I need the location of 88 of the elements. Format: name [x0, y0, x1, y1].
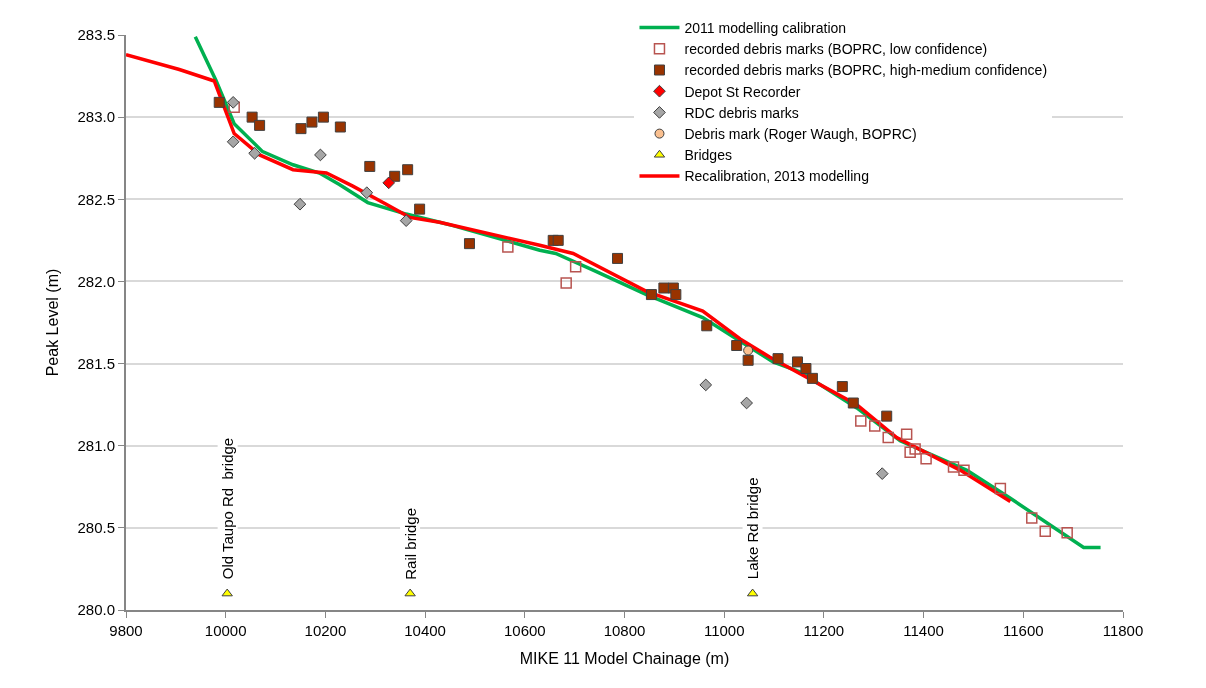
- point: [404, 588, 416, 597]
- point: [670, 289, 682, 301]
- point: [364, 160, 376, 172]
- point: [920, 453, 932, 465]
- point: [658, 282, 670, 294]
- point: [909, 443, 921, 455]
- point: [791, 356, 803, 368]
- point: [900, 428, 913, 440]
- legend-label: Bridges: [684, 147, 732, 164]
- point: [414, 203, 426, 215]
- point: [994, 482, 1007, 495]
- y-tick-label: 282.0: [77, 272, 115, 290]
- point: [1026, 512, 1038, 524]
- point: [502, 241, 514, 253]
- legend-label: 2011 modelling calibration: [684, 20, 847, 37]
- annotation: Old Taupo Rd bridge: [219, 437, 237, 580]
- x-tick-label: 10400: [404, 622, 446, 639]
- x-axis-title: MIKE 11 Model Chainage (m): [519, 650, 730, 668]
- x-tick-label: 10800: [603, 622, 646, 639]
- point: [360, 186, 374, 200]
- point: [882, 431, 894, 444]
- point: [1039, 525, 1051, 537]
- y-tick-label: 283.0: [77, 108, 115, 126]
- y-tick-label: 282.5: [77, 190, 115, 208]
- legend-label: recorded debris marks (BOPRC, low confidence): [684, 41, 988, 58]
- point: [800, 363, 812, 374]
- point: [226, 135, 240, 149]
- y-axis-title: Peak Level (m): [43, 268, 61, 377]
- point: [740, 396, 753, 410]
- legend-label: recorded debris marks (BOPRC, high-medium confidence): [684, 62, 1048, 79]
- point: [402, 164, 414, 176]
- point: [743, 345, 754, 356]
- x-tick-label: 9800: [109, 622, 143, 639]
- point: [399, 214, 413, 227]
- point: [947, 461, 960, 473]
- point: [881, 410, 893, 422]
- point: [463, 238, 475, 250]
- legend-label: Recalibration, 2013 modelling: [684, 168, 869, 185]
- point: [254, 119, 266, 131]
- point: [552, 234, 564, 246]
- point: [855, 415, 867, 427]
- point: [295, 123, 307, 135]
- x-tick-label: 10600: [503, 622, 546, 639]
- point: [317, 111, 329, 123]
- point: [847, 397, 859, 409]
- point: [958, 464, 970, 477]
- legend-label: RDC debris marks: [684, 104, 799, 121]
- point: [226, 96, 240, 109]
- point: [306, 116, 318, 128]
- point: [569, 260, 582, 273]
- annotation: Rail bridge: [401, 507, 419, 580]
- point: [904, 446, 916, 459]
- point: [836, 381, 848, 393]
- point: [293, 197, 307, 211]
- point: [1061, 527, 1073, 539]
- point: [213, 96, 225, 108]
- y-tick-label: 280.0: [77, 601, 115, 619]
- legend-label: Debris mark (Roger Waugh, BOPRC): [684, 126, 917, 143]
- x-tick-label: 11400: [903, 622, 944, 639]
- annotation: Lake Rd bridge: [744, 477, 762, 580]
- x-tick-label: 11600: [1003, 622, 1044, 639]
- point: [742, 354, 754, 366]
- point: [806, 372, 818, 384]
- x-tick-label: 11000: [703, 622, 745, 639]
- y-tick-label: 283.5: [77, 26, 115, 44]
- point: [382, 176, 396, 190]
- x-tick-label: 10000: [204, 622, 247, 639]
- point: [699, 378, 713, 392]
- point: [701, 320, 713, 332]
- point: [246, 111, 258, 123]
- y-tick-label: 281.0: [77, 436, 115, 454]
- point: [645, 289, 657, 301]
- point: [314, 148, 327, 162]
- point: [560, 277, 572, 289]
- point: [612, 252, 624, 264]
- point: [248, 146, 261, 160]
- point: [334, 121, 346, 133]
- x-tick-label: 10200: [304, 622, 347, 639]
- point: [731, 340, 743, 351]
- x-tick-label: 11800: [1102, 622, 1144, 639]
- point: [772, 353, 784, 365]
- point: [869, 420, 881, 432]
- x-tick-label: 11200: [803, 622, 845, 639]
- point: [875, 467, 889, 480]
- y-tick-label: 280.5: [77, 519, 115, 537]
- y-tick-label: 281.5: [77, 354, 115, 372]
- legend-label: Depot St Recorder: [684, 83, 801, 100]
- point: [221, 588, 233, 597]
